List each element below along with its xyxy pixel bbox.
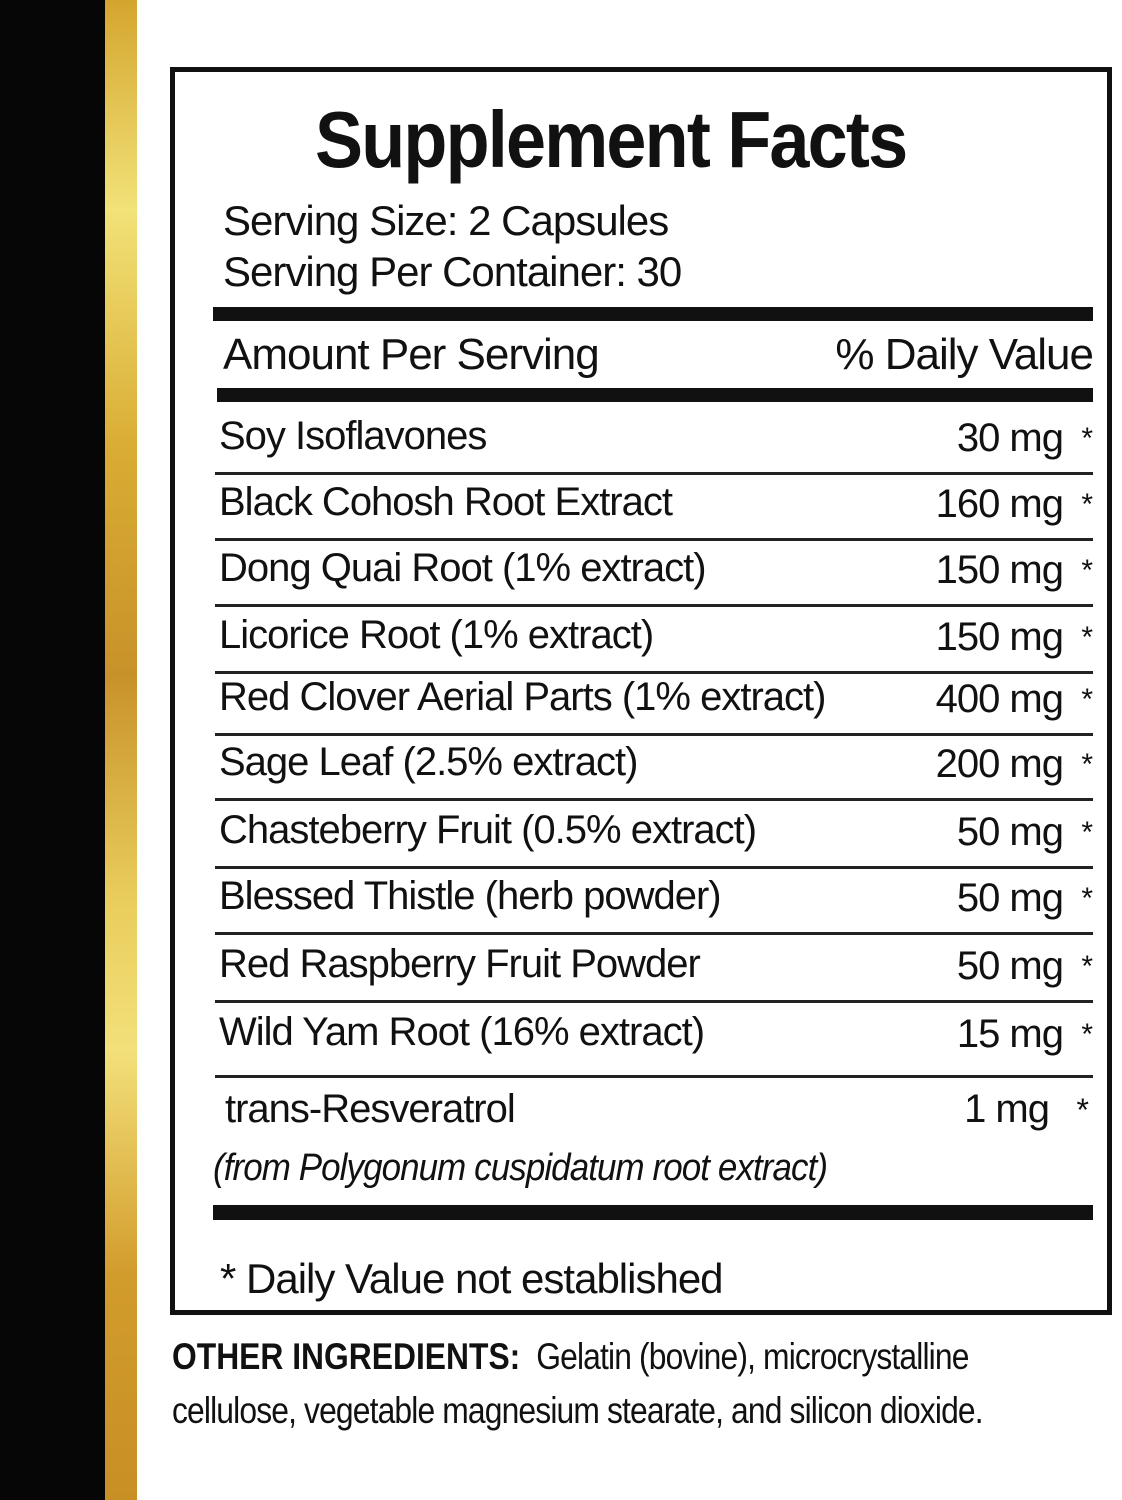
ingredient-row: Red Raspberry Fruit Powder 50 mg * — [215, 934, 1093, 1003]
ingredient-name: Black Cohosh Root Extract — [219, 480, 673, 524]
ingredient-row: Licorice Root (1% extract) 150 mg * — [215, 605, 1093, 674]
daily-value-mark: * — [1081, 748, 1093, 781]
black-side-strip — [0, 0, 105, 1500]
amount-per-serving-header: Amount Per Serving — [223, 330, 600, 379]
ingredient-amount: 1 mg — [964, 1087, 1050, 1131]
daily-value-mark: * — [1081, 554, 1093, 587]
daily-value-mark: * — [1081, 816, 1093, 849]
footnote: * Daily Value not established — [220, 1255, 724, 1302]
ingredient-row: Chasteberry Fruit (0.5% extract) 50 mg * — [215, 800, 1093, 869]
ingredient-name: Sage Leaf (2.5% extract) — [219, 740, 638, 784]
ingredient-amount: 30 mg — [956, 416, 1064, 460]
ingredient-amount: 400 mg — [935, 677, 1064, 721]
ingredient-amount: 50 mg — [956, 944, 1064, 988]
ingredient-name: Soy Isoflavones — [219, 414, 487, 458]
daily-value-mark: * — [1081, 621, 1093, 654]
daily-value-mark: * — [1081, 422, 1093, 455]
daily-value-mark: * — [1081, 488, 1093, 521]
ingredient-row: Dong Quai Root (1% extract) 150 mg * — [215, 538, 1093, 607]
ingredient-row: Sage Leaf (2.5% extract) 200 mg * — [215, 732, 1093, 801]
daily-value-mark: * — [1076, 1092, 1089, 1128]
ingredient-row: Black Cohosh Root Extract 160 mg * — [215, 472, 1093, 541]
ingredient-name: Red Clover Aerial Parts (1% extract) — [219, 675, 826, 719]
ingredient-amount: 50 mg — [956, 810, 1064, 854]
other-ingredients-label: OTHER INGREDIENTS: — [172, 1336, 521, 1377]
ingredient-amount: 15 mg — [956, 1012, 1064, 1056]
divider-thick — [217, 388, 1093, 402]
divider-thick — [213, 1205, 1093, 1220]
ingredient-row: Wild Yam Root (16% extract) 15 mg * — [215, 1002, 1093, 1078]
divider-thick — [213, 307, 1093, 321]
ingredient-name: trans-Resveratrol — [225, 1087, 516, 1131]
serving-size: Serving Size: 2 Capsules — [223, 197, 669, 244]
ingredient-amount: 200 mg — [935, 742, 1064, 786]
ingredient-row: Soy Isoflavones 30 mg * — [215, 406, 1093, 475]
gold-side-strip — [105, 0, 137, 1500]
other-ingredients: OTHER INGREDIENTS: Gelatin (bovine), mic… — [172, 1330, 998, 1438]
ingredient-name: Wild Yam Root (16% extract) — [219, 1010, 705, 1054]
daily-value-mark: * — [1081, 950, 1093, 983]
ingredient-row: Red Clover Aerial Parts (1% extract) 400… — [215, 667, 1093, 736]
ingredient-source-note: (from Polygonum cuspidatum root extract) — [213, 1147, 828, 1189]
ingredient-row: Blessed Thistle (herb powder) 50 mg * — [215, 866, 1093, 935]
ingredient-amount: 50 mg — [956, 876, 1064, 920]
ingredient-amount: 150 mg — [935, 548, 1064, 592]
ingredient-amount: 160 mg — [935, 482, 1064, 526]
ingredient-name: Chasteberry Fruit (0.5% extract) — [219, 808, 757, 852]
ingredient-name: Blessed Thistle (herb powder) — [219, 874, 722, 918]
daily-value-mark: * — [1081, 1018, 1093, 1051]
ingredient-name: Licorice Root (1% extract) — [219, 613, 654, 657]
ingredient-name: Red Raspberry Fruit Powder — [219, 942, 701, 986]
ingredient-name: Dong Quai Root (1% extract) — [219, 546, 707, 590]
other-ingredients-text: Gelatin (bovine), microcrystalline cellu… — [172, 1336, 984, 1431]
daily-value-mark: * — [1081, 683, 1093, 716]
daily-value-header: % Daily Value — [835, 330, 1094, 379]
ingredient-amount: 150 mg — [935, 615, 1064, 659]
daily-value-mark: * — [1081, 882, 1093, 915]
servings-per-container: Serving Per Container: 30 — [223, 248, 682, 295]
supplement-facts-panel: Supplement Facts Serving Size: 2 Capsule… — [170, 67, 1112, 1315]
panel-title: Supplement Facts — [315, 95, 908, 184]
